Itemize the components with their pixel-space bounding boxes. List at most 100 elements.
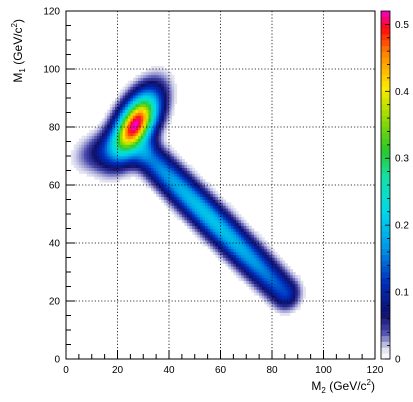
heatmap-cell <box>300 292 304 296</box>
heatmap-cell <box>150 69 154 73</box>
heatmap-cell <box>184 164 188 168</box>
heatmap-cell <box>287 301 291 305</box>
heatmap-cell <box>187 199 191 203</box>
heatmap-cell <box>215 231 219 235</box>
heatmap-cell <box>233 231 237 235</box>
heatmap-cell <box>238 234 242 238</box>
heatmap-cell <box>179 182 183 186</box>
heatmap-cell <box>91 135 95 139</box>
heatmap-cell <box>233 219 237 224</box>
heatmap-cell <box>194 199 198 203</box>
heatmap-cell <box>228 251 232 255</box>
heatmap-cell <box>187 167 191 171</box>
heatmap-cell <box>241 269 245 273</box>
colorbar-tick-label: 0.2 <box>395 221 409 232</box>
heatmap-cell <box>104 129 108 134</box>
heatmap-cell <box>158 121 162 125</box>
heatmap-cell <box>81 144 85 148</box>
colorbar-swatch <box>381 219 390 226</box>
heatmap-cell <box>228 219 232 224</box>
heatmap-cell <box>189 167 193 171</box>
heatmap-cell <box>161 86 165 90</box>
heatmap-cell <box>96 132 100 137</box>
heatmap-cell <box>148 185 152 189</box>
heatmap-cell <box>109 103 113 108</box>
heatmap-cell <box>169 147 172 151</box>
heatmap-cell <box>290 274 293 279</box>
heatmap-cell <box>171 211 175 215</box>
heatmap-cell <box>169 158 172 163</box>
heatmap-cell <box>243 272 247 276</box>
colorbar-tick-label: 0.4 <box>395 87 409 98</box>
heatmap-cell <box>171 147 175 151</box>
heatmap-cell <box>210 211 214 215</box>
heatmap-cell <box>84 135 87 139</box>
heatmap-cell <box>228 245 232 250</box>
heatmap-cell <box>194 208 198 212</box>
heatmap-cell <box>96 158 100 163</box>
heatmap-cell <box>192 193 196 197</box>
heatmap-cell <box>184 199 188 203</box>
heatmap-cell <box>179 216 183 221</box>
heatmap-cell <box>158 156 162 160</box>
heatmap-cell <box>248 277 252 282</box>
heatmap-cell <box>140 129 144 134</box>
heatmap-cell <box>163 158 167 163</box>
heatmap-cell <box>248 269 252 273</box>
heatmap-cell <box>235 216 239 221</box>
heatmap-cell <box>71 156 75 160</box>
heatmap-cell <box>266 248 270 253</box>
heatmap-cell <box>112 176 116 180</box>
heatmap-cell <box>176 176 180 180</box>
heatmap-cell <box>199 199 203 203</box>
heatmap-cell <box>171 205 175 209</box>
heatmap-cell <box>174 150 178 154</box>
heatmap-cell <box>199 185 203 189</box>
heatmap-cell <box>78 158 82 163</box>
heatmap-cell <box>140 135 144 139</box>
heatmap-cell <box>235 214 239 218</box>
heatmap-cell <box>135 138 139 142</box>
heatmap-cell <box>184 190 188 195</box>
heatmap-cell <box>166 147 170 151</box>
heatmap-cell <box>243 222 247 226</box>
heatmap-cell <box>197 219 201 224</box>
heatmap-cell <box>272 260 275 264</box>
heatmap-cell <box>187 214 191 218</box>
heatmap-cell <box>179 208 183 212</box>
heatmap-cell <box>171 83 175 87</box>
heatmap-cell <box>156 106 160 110</box>
heatmap-cell <box>279 257 283 261</box>
heatmap-cell <box>140 103 144 108</box>
heatmap-cell <box>84 138 87 142</box>
heatmap-cell <box>223 240 227 244</box>
heatmap-cell <box>266 280 270 284</box>
heatmap-cell <box>145 150 149 154</box>
heatmap-cell <box>122 141 126 145</box>
heatmap-cell <box>127 129 131 134</box>
heatmap-cell <box>166 69 170 73</box>
heatmap-cell <box>158 161 162 166</box>
heatmap-cell <box>197 187 201 192</box>
heatmap-cell <box>143 98 147 102</box>
heatmap-cell <box>253 274 257 279</box>
heatmap-cell <box>156 144 160 148</box>
heatmap-cell <box>171 100 175 105</box>
heatmap-cell <box>256 272 260 276</box>
heatmap-cell <box>243 228 247 232</box>
heatmap-cell <box>235 263 239 267</box>
heatmap-cell <box>163 164 167 168</box>
heatmap-cell <box>86 138 90 142</box>
heatmap-cell <box>220 219 224 224</box>
heatmap-cell <box>274 306 278 311</box>
heatmap-cell <box>272 266 275 270</box>
heatmap-cell <box>256 243 260 247</box>
heatmap-cell <box>269 272 273 276</box>
heatmap-cell <box>107 124 111 128</box>
heatmap-cell <box>163 199 167 203</box>
heatmap-cell <box>86 158 90 163</box>
heatmap-cell <box>156 135 160 139</box>
heatmap-cell <box>163 153 167 157</box>
heatmap-cell <box>125 135 129 139</box>
heatmap-cell <box>246 222 250 226</box>
